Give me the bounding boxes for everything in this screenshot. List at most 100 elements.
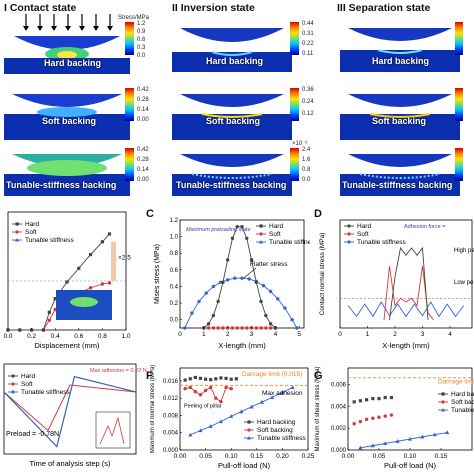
hard-point <box>47 310 51 314</box>
soft-point <box>88 286 93 290</box>
state-title-separation: III Separation state <box>337 2 431 14</box>
hard-point <box>204 377 208 381</box>
simulation-contact-soft <box>4 94 130 140</box>
hard-point <box>89 252 93 257</box>
c-x-tick-label: 0 <box>178 331 182 338</box>
hard-point <box>225 258 230 262</box>
backing-label-soft-separation: Soft backing <box>372 116 427 126</box>
tunable-line <box>347 301 465 318</box>
b-x-tick-label: 1.0 <box>121 333 130 340</box>
legend-label: Tunable stiffness <box>269 239 310 246</box>
hard-point <box>183 378 187 382</box>
tunable-point <box>268 289 273 294</box>
g-x-tick-label: 0.05 <box>373 453 386 460</box>
legend-label: Soft backing <box>257 427 293 434</box>
backing-label-hard: Hard backing <box>44 58 102 68</box>
y-tick-label: 0.006 <box>331 382 347 388</box>
hard-point <box>211 313 216 318</box>
legend-label: Tunable stiffness <box>257 435 307 442</box>
tunable-point <box>188 432 193 437</box>
legend-marker <box>259 224 263 228</box>
f-x-tick-label: 0.00 <box>174 453 187 460</box>
colorbar-r3c3 <box>455 148 463 181</box>
legend-marker <box>441 392 445 396</box>
legend-marker <box>247 436 251 440</box>
tunable-point <box>218 280 223 285</box>
legend-label: Hard <box>357 223 371 230</box>
hard-point <box>389 395 393 400</box>
load-arrows <box>25 14 111 28</box>
legend-marker <box>11 374 15 378</box>
hard-point <box>18 328 22 332</box>
colorbar-r3c2 <box>290 148 299 181</box>
colorbar-r1c2 <box>290 22 299 55</box>
tunable-point <box>198 428 203 433</box>
y-tick-label: 0.004 <box>163 431 179 437</box>
tunable-point <box>225 278 230 282</box>
legend-label: Tunable stiffness <box>21 389 71 396</box>
hard-line <box>389 246 429 321</box>
soft-point <box>216 326 220 330</box>
colorbar-r2c3 <box>455 88 463 121</box>
hard-point <box>358 399 362 403</box>
y-axis-title: Maximum of shear stress (MPa) <box>315 366 321 451</box>
annotation-damage-limit: Damage limit <box>438 378 474 385</box>
colorbar-r3c1 <box>125 148 134 181</box>
soft-point <box>352 422 356 426</box>
g-x-tick-label: 0.15 <box>435 453 448 460</box>
soft-point <box>229 387 233 391</box>
tunable-point <box>432 432 437 437</box>
legend-label: Soft backi <box>451 399 474 406</box>
tunable-point <box>290 317 294 322</box>
soft-point <box>264 326 268 330</box>
legend-marker <box>347 240 351 244</box>
tunable-stiffness-line <box>3 375 137 448</box>
soft-point <box>183 387 187 391</box>
y-tick-label: 0.004 <box>331 404 347 410</box>
y-tick-label: 0.6 <box>170 268 179 274</box>
simulation-inversion-tunable <box>172 154 292 196</box>
d-x-tick-label: 0 <box>338 331 342 338</box>
hard-point <box>383 395 387 400</box>
legend-marker <box>15 238 19 242</box>
hard-point <box>235 224 239 229</box>
y-tick-label: 0.012 <box>163 396 179 402</box>
y-tick-label: 0.2 <box>170 301 179 307</box>
legend-label: Hard <box>21 373 35 380</box>
hard-point <box>107 232 112 236</box>
hard-point <box>53 297 57 301</box>
y-axis-title: Maximum of normal stress (MPa) <box>150 365 156 453</box>
chart-shear-stress-pulloff: Damage limit Hard backiSoft backiTunable … <box>315 366 474 470</box>
simulation-separation-soft <box>340 94 460 140</box>
legend-marker <box>347 224 351 228</box>
plot-frame <box>7 211 127 331</box>
f-x-tick-label: 0.05 <box>199 453 212 460</box>
soft-point <box>240 326 244 330</box>
soft-point <box>188 385 192 390</box>
f-x-tick-label: 0.15 <box>250 453 263 460</box>
y-axis-title: Contact normal stress (MPa) <box>319 233 326 316</box>
legend-marker <box>15 230 19 234</box>
simulation-inversion-hard <box>172 28 292 72</box>
soft-point <box>206 326 211 330</box>
soft-point <box>47 318 51 322</box>
hard-point <box>219 376 223 380</box>
hard-point <box>214 377 218 381</box>
tunable-point <box>249 404 254 409</box>
x-axis-title: Pull-off load (N) <box>218 461 270 470</box>
legend-marker <box>441 408 445 412</box>
tunable-point <box>280 390 285 395</box>
d-x-tick-label: 2 <box>393 331 397 338</box>
hard-point <box>264 313 268 318</box>
soft-point <box>230 326 235 330</box>
soft-point <box>377 415 381 419</box>
inset-plot <box>95 411 131 449</box>
legend-label: Soft <box>25 229 37 236</box>
hard-point <box>229 377 233 381</box>
hard-point <box>188 377 192 381</box>
hard-point <box>100 240 104 244</box>
tunable-point <box>408 436 412 441</box>
c-x-tick-label: 2 <box>226 331 230 338</box>
hard-point <box>209 378 213 382</box>
